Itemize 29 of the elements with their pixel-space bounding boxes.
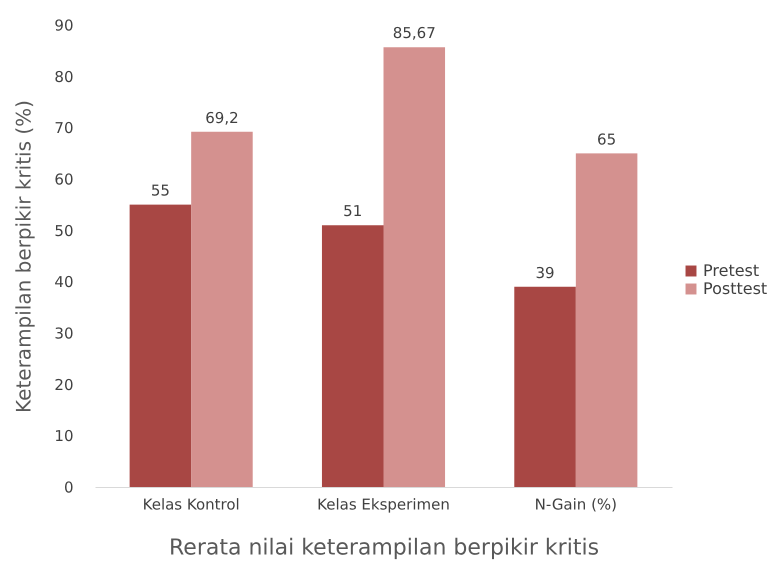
bar — [322, 225, 384, 487]
x-tick-label: Kelas Eksperimen — [317, 496, 450, 514]
bar — [130, 204, 192, 487]
y-tick-label: 70 — [54, 119, 74, 138]
y-tick-label: 0 — [64, 478, 74, 496]
data-label: 69,2 — [205, 108, 239, 127]
y-tick-label: 60 — [54, 170, 74, 188]
legend-label: Pretest — [703, 261, 760, 280]
legend-label: Posttest — [703, 279, 768, 298]
data-label: 85,67 — [392, 24, 436, 42]
y-tick-label: 90 — [54, 16, 74, 34]
x-tick-label: N-Gain (%) — [534, 496, 618, 514]
bar — [514, 286, 576, 487]
y-tick-label: 20 — [54, 376, 74, 394]
data-label: 39 — [536, 264, 555, 282]
x-axis-title: Rerata nilai keterampilan berpikir kritis — [168, 536, 600, 560]
data-label: 65 — [597, 130, 616, 148]
bar — [384, 47, 446, 487]
x-tick-label: Kelas Kontrol — [142, 496, 240, 514]
data-label: 51 — [343, 202, 362, 220]
data-label: 55 — [150, 182, 170, 200]
y-axis-title: Keterampilan berpikir kritis (%) — [11, 100, 36, 413]
y-tick-label: 80 — [54, 68, 74, 86]
bar — [576, 153, 638, 487]
y-tick-label: 10 — [54, 427, 74, 446]
y-tick-label: 40 — [54, 273, 74, 292]
y-tick-label: 50 — [54, 222, 74, 240]
y-tick-label: 30 — [54, 324, 74, 342]
bar — [191, 132, 253, 487]
